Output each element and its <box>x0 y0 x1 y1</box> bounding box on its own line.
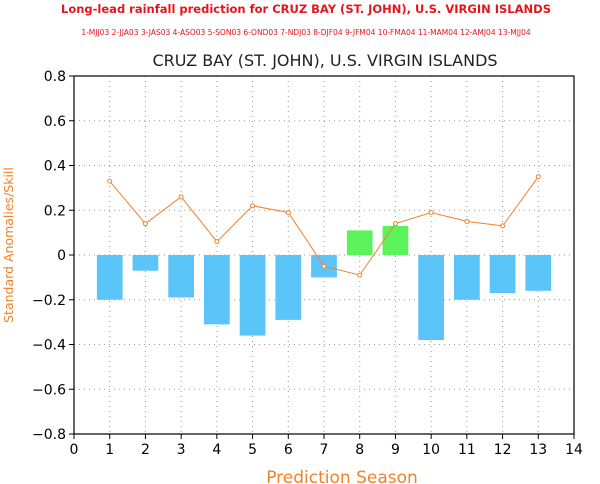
y-tick-label: 0 <box>57 248 66 264</box>
x-tick-label: 7 <box>320 442 329 458</box>
skill-point <box>285 209 291 215</box>
skill-point <box>500 223 506 229</box>
skill-point <box>357 272 363 278</box>
x-tick-label: 4 <box>212 442 221 458</box>
anomaly-bar <box>132 255 159 271</box>
skill-point <box>107 178 113 184</box>
skill-point <box>464 218 470 224</box>
anomaly-bar <box>382 225 409 255</box>
x-tick-label: 3 <box>177 442 186 458</box>
x-tick-label: 13 <box>529 442 547 458</box>
anomaly-bar <box>489 255 516 294</box>
y-tick-label: 0.8 <box>44 69 66 85</box>
x-tick-label: 1 <box>105 442 114 458</box>
y-tick-label: −0.2 <box>32 293 66 309</box>
x-tick-label: 6 <box>284 442 293 458</box>
x-tick-label: 12 <box>494 442 512 458</box>
skill-point <box>142 221 148 227</box>
y-tick-label: 0.4 <box>44 159 66 175</box>
anomaly-bar <box>168 255 194 298</box>
anomaly-bar <box>418 255 444 341</box>
y-tick-label: −0.6 <box>32 382 66 398</box>
x-tick-label: 11 <box>458 442 476 458</box>
y-tick-label: 0.2 <box>44 203 66 219</box>
chart-title: CRUZ BAY (ST. JOHN), U.S. VIRGIN ISLANDS <box>152 51 497 70</box>
skill-point <box>535 174 541 180</box>
x-tick-label: 14 <box>565 442 583 458</box>
skill-point <box>392 221 398 227</box>
x-tick-label: 2 <box>141 442 150 458</box>
anomaly-bar <box>204 255 230 325</box>
x-tick-label: 10 <box>422 442 440 458</box>
x-tick-label: 8 <box>355 442 364 458</box>
skill-point <box>250 203 256 209</box>
y-tick-label: 0.6 <box>44 114 66 130</box>
anomaly-bar <box>346 230 373 255</box>
x-tick-label: 0 <box>70 442 79 458</box>
axes: −0.8−0.6−0.4−0.200.20.40.60.80 1 2 3 4 5 6 7 8 9 1… <box>32 69 583 458</box>
skill-point <box>214 239 220 245</box>
y-axis-label: Standard Anomalies/Skill <box>1 167 16 323</box>
y-tick-label: −0.8 <box>32 427 66 443</box>
skill-point <box>428 209 434 215</box>
anomaly-bar <box>525 255 552 291</box>
skill-point <box>321 263 327 269</box>
skill-line <box>107 174 541 278</box>
anomaly-bar <box>454 255 480 300</box>
anomaly-bar <box>96 255 123 300</box>
x-tick-label: 9 <box>391 442 400 458</box>
anomaly-bar <box>239 255 266 336</box>
x-axis-label: Prediction Season <box>266 468 418 484</box>
page-title: Long-lead rainfall prediction for CRUZ B… <box>61 2 551 16</box>
skill-point <box>178 194 184 200</box>
x-tick-label: 5 <box>248 442 257 458</box>
anomaly-bars <box>96 225 552 341</box>
y-tick-label: −0.4 <box>32 338 66 354</box>
anomaly-bar <box>275 255 302 320</box>
season-key: 1-MJJ03 2-JJA03 3-JAS03 4-ASO03 5-SON03 … <box>81 28 531 37</box>
